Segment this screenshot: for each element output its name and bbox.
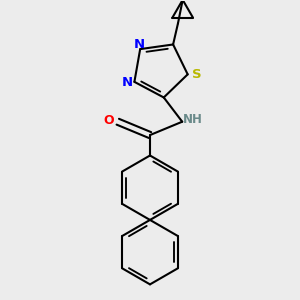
Text: O: O: [104, 114, 114, 128]
Text: N: N: [122, 76, 133, 89]
Text: NH: NH: [183, 113, 203, 126]
Text: N: N: [134, 38, 145, 51]
Text: S: S: [191, 68, 201, 81]
